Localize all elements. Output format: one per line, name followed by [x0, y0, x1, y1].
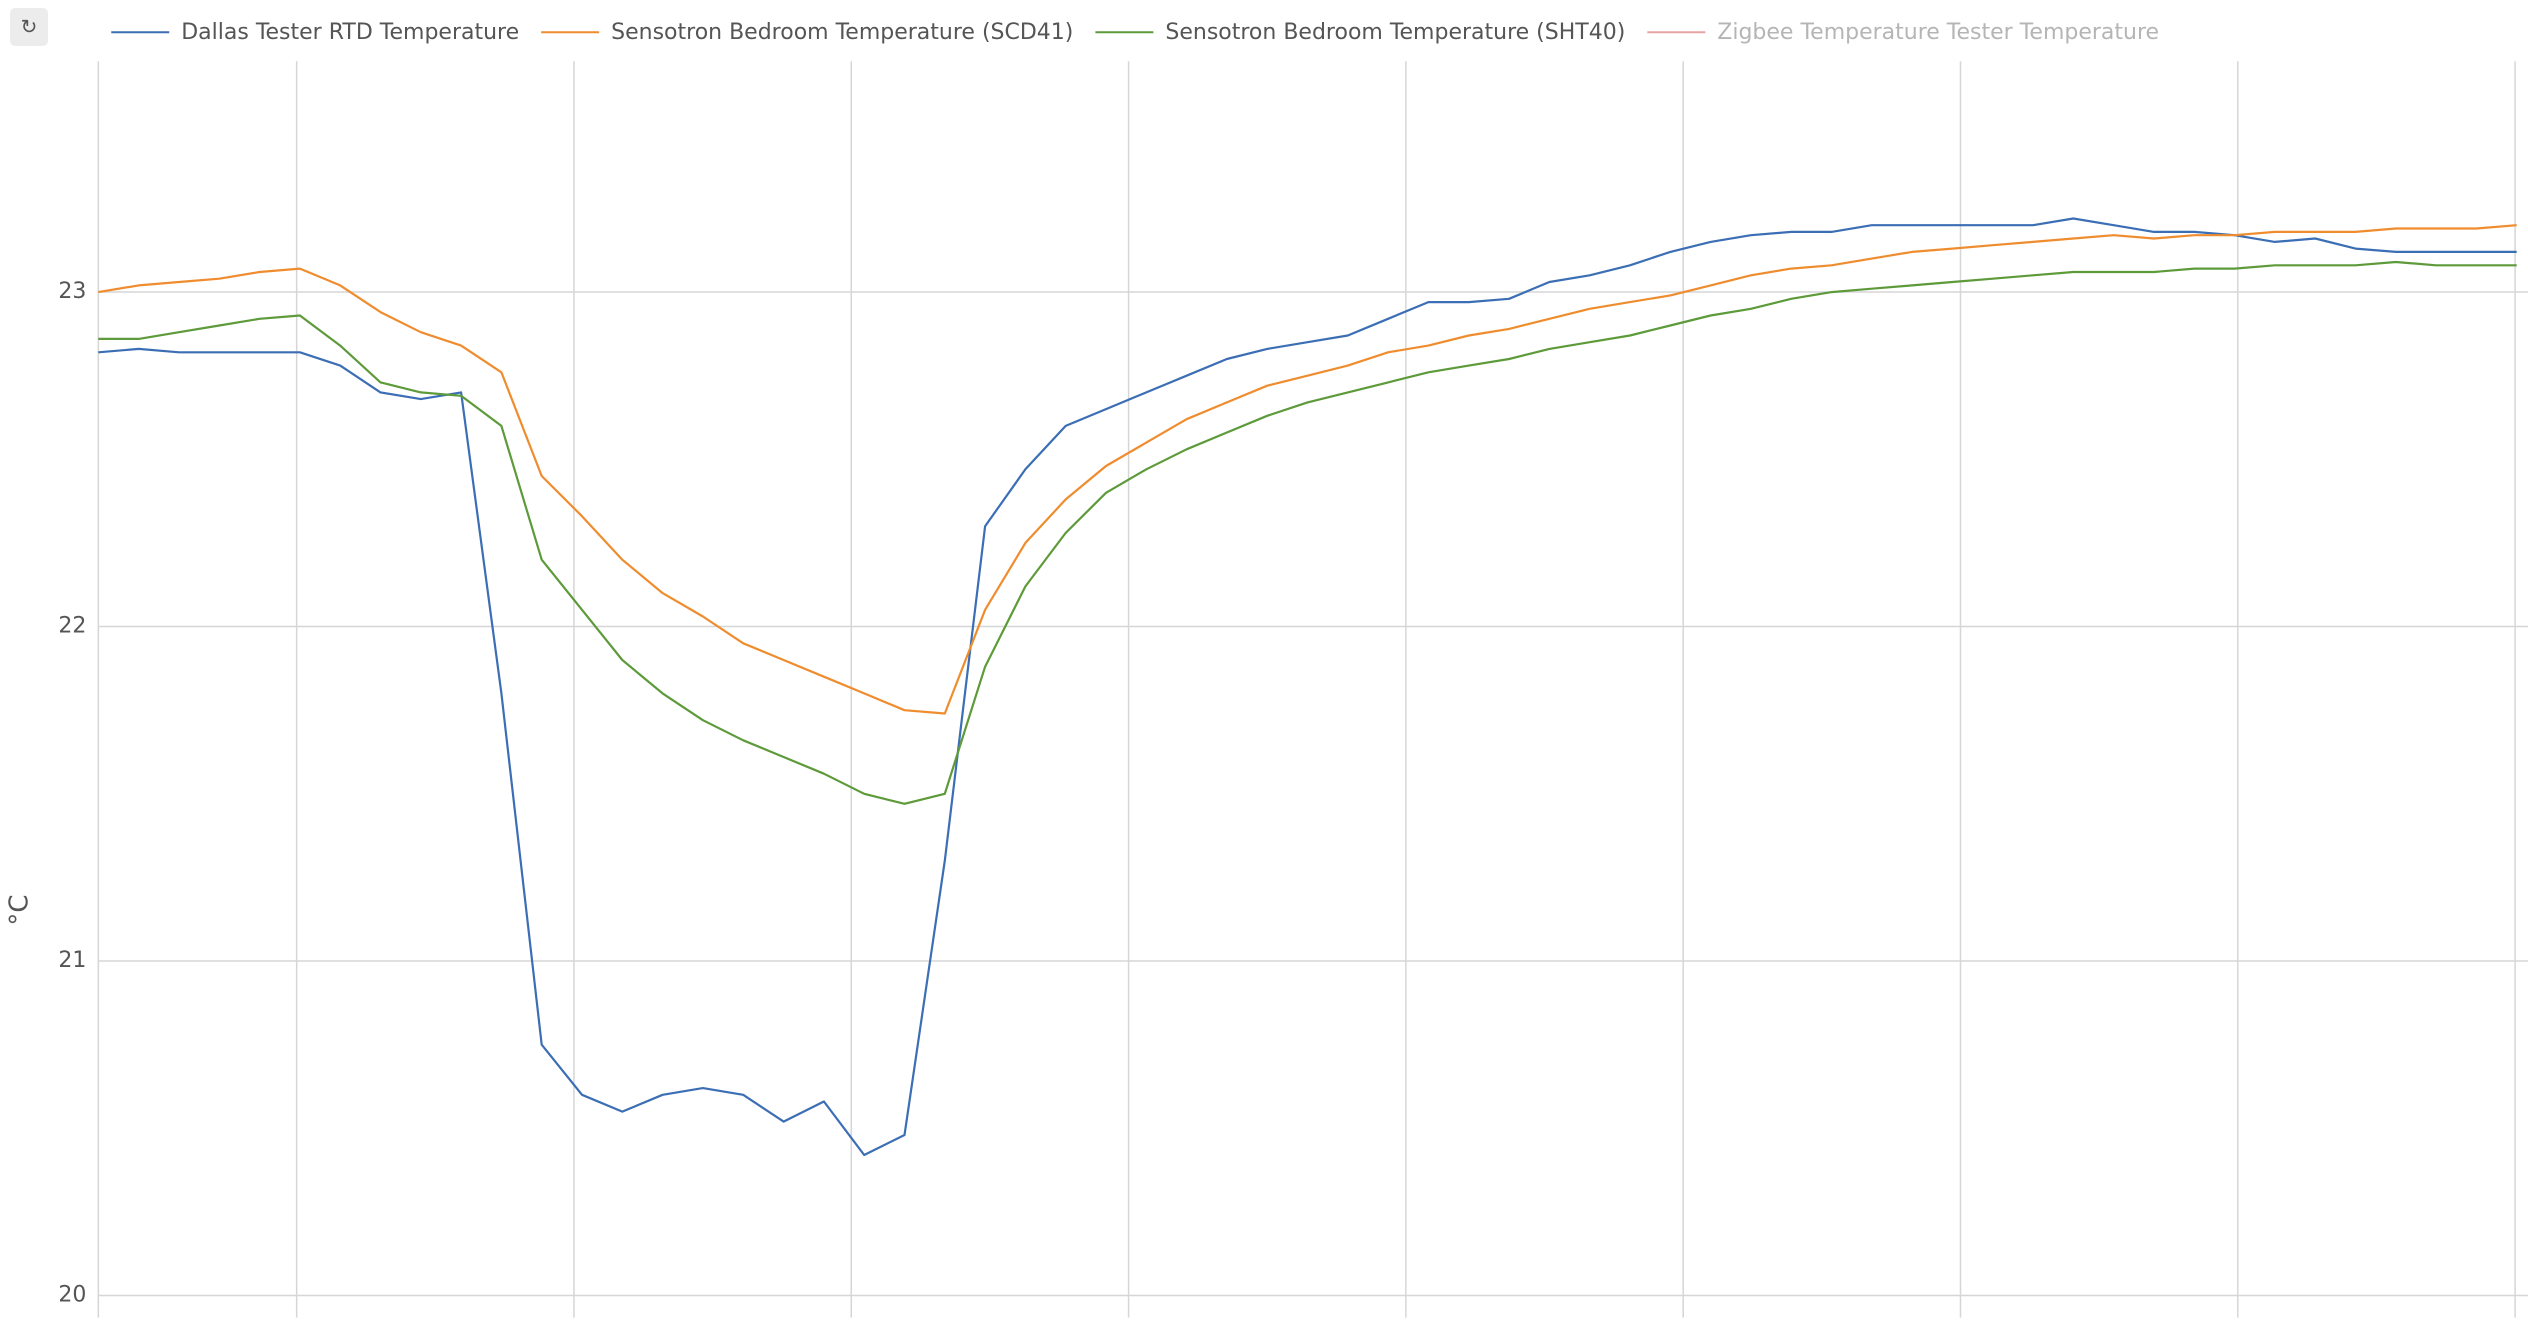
y-tick-label: 23	[58, 279, 86, 304]
refresh-button[interactable]	[10, 8, 48, 46]
y-axis-label: °C	[5, 894, 35, 925]
y-tick-label: 21	[58, 948, 86, 973]
series-line	[98, 260, 2517, 805]
legend-label: Sensotron Bedroom Temperature (SHT40)	[1165, 20, 1625, 45]
refresh-icon[interactable]: ↻	[21, 15, 38, 39]
legend-label: Sensotron Bedroom Temperature (SCD41)	[611, 20, 1073, 45]
y-tick-label: 20	[58, 1283, 86, 1308]
series-line	[98, 224, 2517, 715]
y-tick-label: 22	[58, 614, 86, 639]
legend-label: Zigbee Temperature Tester Temperature	[1717, 20, 2159, 45]
series-line	[98, 217, 2517, 1157]
legend-label: Dallas Tester RTD Temperature	[181, 20, 519, 45]
